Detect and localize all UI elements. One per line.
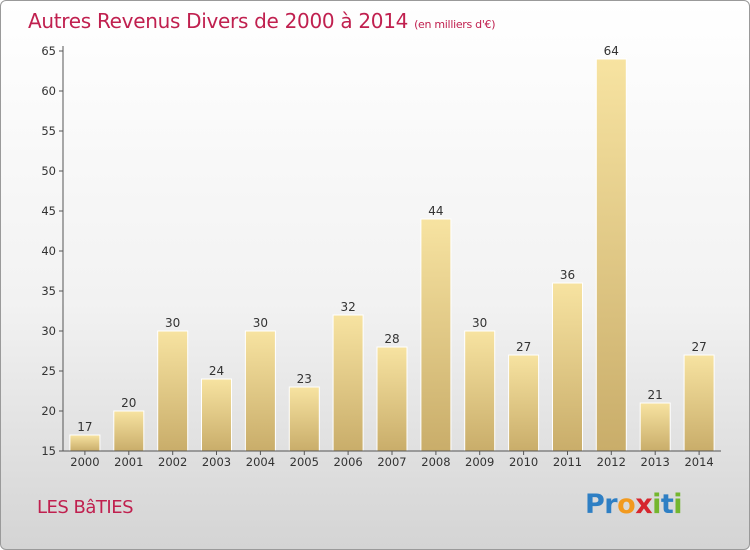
bar-2009: [464, 330, 496, 452]
chart-title-unit: (en milliers d'€): [414, 18, 496, 31]
y-tick-label-25: 25: [41, 364, 56, 378]
logo-letter: r: [604, 489, 618, 520]
bar-2014: [683, 354, 715, 452]
data-label-2010: 27: [516, 340, 531, 354]
bar-2004: [244, 330, 276, 452]
bar-2001: [113, 410, 145, 452]
data-label-2001: 20: [121, 396, 136, 410]
bar-2011: [552, 282, 583, 452]
data-label-2006: 32: [340, 300, 355, 314]
bar-2002: [157, 330, 189, 452]
x-tick-label-2005: 2005: [290, 455, 319, 469]
chart-title-text: Autres Revenus Divers de 2000 à 2014: [28, 9, 409, 33]
y-tick-label-40: 40: [41, 244, 56, 258]
y-tick-label-55: 55: [41, 124, 56, 138]
bar-2013: [639, 402, 671, 452]
bar-2012: [595, 58, 627, 452]
data-label-2005: 23: [297, 372, 312, 386]
location-label: LES BâTIES: [37, 497, 134, 518]
data-label-2007: 28: [384, 332, 399, 346]
logo-letter: P: [585, 489, 605, 520]
bar-2005: [288, 386, 320, 452]
x-tick-label-2010: 2010: [509, 455, 538, 469]
logo-letter: i: [652, 489, 661, 520]
bar-2006: [332, 314, 364, 452]
x-tick-label-2001: 2001: [114, 455, 143, 469]
x-tick-label-2003: 2003: [202, 455, 231, 469]
x-tick-label-2013: 2013: [641, 455, 670, 469]
y-tick-label-35: 35: [41, 284, 56, 298]
chart-title: Autres Revenus Divers de 2000 à 2014 (en …: [28, 9, 496, 33]
y-tick-label-65: 65: [41, 44, 56, 58]
bar-series: 17 20 30 24 30 23 32 28 44 30 27 36 64 21 27: [69, 44, 715, 452]
y-tick-label-20: 20: [41, 404, 56, 418]
data-label-2011: 36: [560, 268, 575, 282]
data-label-2000: 17: [77, 420, 92, 434]
axes: 2000 2001 2002 2003 2004 2005 2006 2007 2008 2009…: [41, 44, 721, 469]
x-tick-label-2009: 2009: [465, 455, 494, 469]
x-tick-label-2007: 2007: [377, 455, 406, 469]
logo-letter: i: [673, 489, 683, 520]
bar-2007: [376, 346, 408, 452]
x-tick-label-2014: 2014: [684, 455, 713, 469]
y-tick-label-60: 60: [41, 84, 56, 98]
x-tick-label-2006: 2006: [333, 455, 362, 469]
y-tick-label-45: 45: [41, 204, 56, 218]
x-tick-label-2002: 2002: [158, 455, 187, 469]
y-tick-label-30: 30: [41, 324, 56, 338]
bar-2008: [420, 218, 452, 452]
logo-letter: t: [660, 489, 674, 520]
x-tick-label-2008: 2008: [421, 455, 450, 469]
y-tick-label-50: 50: [41, 164, 56, 178]
logo-letter: x: [635, 489, 653, 520]
data-label-2004: 30: [253, 316, 268, 330]
x-tick-label-2000: 2000: [70, 455, 99, 469]
x-tick-label-2004: 2004: [246, 455, 275, 469]
bar-2003: [201, 378, 232, 452]
bar-2000: [69, 434, 101, 452]
data-label-2013: 21: [648, 388, 663, 402]
data-label-2008: 44: [428, 204, 443, 218]
bar-2010: [508, 354, 540, 452]
data-label-2003: 24: [209, 364, 224, 378]
x-tick-label-2012: 2012: [597, 455, 626, 469]
x-tick-label-2011: 2011: [553, 455, 582, 469]
data-label-2009: 30: [472, 316, 487, 330]
logo-letter: o: [617, 489, 636, 520]
proxiti-logo: Proxiti: [585, 489, 683, 520]
data-label-2012: 64: [604, 44, 619, 58]
y-tick-label-15: 15: [41, 444, 56, 458]
data-label-2002: 30: [165, 316, 180, 330]
data-label-2014: 27: [691, 340, 706, 354]
